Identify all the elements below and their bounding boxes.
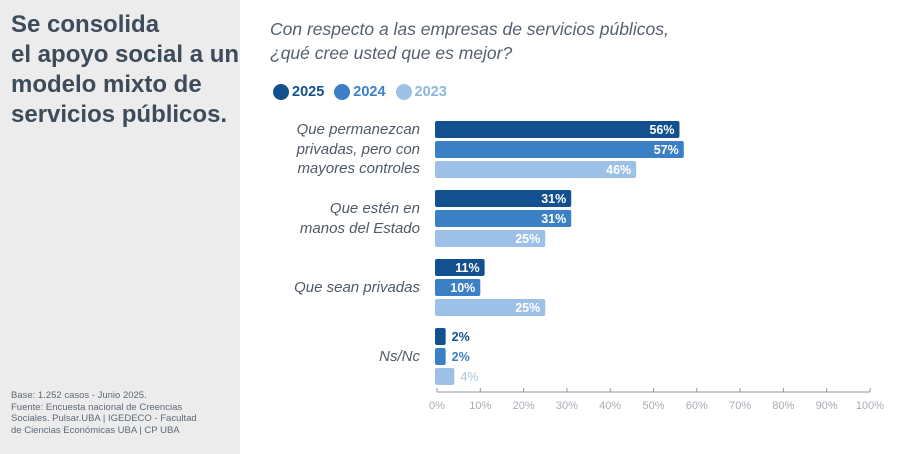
bar-2023 <box>435 161 637 178</box>
source-line: de Ciencias Económicas UBA | CP UBA <box>11 424 180 436</box>
data-label: 25% <box>515 301 540 315</box>
bar-2024 <box>435 279 481 296</box>
x-tick-label: 80% <box>772 400 794 412</box>
data-label: 11% <box>455 261 479 275</box>
category-label: Que permanezcan privadas, pero con mayores… <box>297 120 420 179</box>
data-label: 46% <box>606 163 631 177</box>
bar-2025 <box>435 121 680 138</box>
data-label: 10% <box>450 281 475 295</box>
data-label: 2% <box>452 330 470 344</box>
left-panel: Se consolida el apoyo social a un modelo… <box>0 0 240 454</box>
legend-item-2024: 2024 <box>334 84 386 100</box>
category-label: Que estén en manos del Estado <box>300 199 420 238</box>
x-tick-label: 20% <box>513 400 535 412</box>
bar-2025 <box>435 328 446 345</box>
source-line: Base: 1.252 casos - Junio 2025. <box>11 390 147 401</box>
category-label-line: manos del Estado <box>299 219 420 237</box>
bar-2023 <box>435 299 546 316</box>
bar-2023 <box>435 368 455 385</box>
x-tick-label: 60% <box>686 400 708 412</box>
category-label-line: mayores controles <box>297 160 420 178</box>
category-label: Que sean privadas <box>294 278 420 298</box>
chart-title-line: Con respecto a las empresas de servicios… <box>270 19 669 39</box>
legend-item-2025: 2025 <box>273 84 324 100</box>
x-tick-label: 90% <box>816 400 838 412</box>
category-label-line: Ns/Nc <box>379 347 420 365</box>
category-label-line: Que permanezcan <box>296 121 420 139</box>
bar-2023 <box>435 230 546 247</box>
x-tick-label: 100% <box>856 400 884 412</box>
x-tick-label: 70% <box>729 400 751 412</box>
headline-line: servicios públicos. <box>11 101 228 128</box>
data-label: 25% <box>515 232 540 246</box>
data-label: 31% <box>541 192 566 206</box>
data-label: 4% <box>460 370 478 384</box>
chart-title: Con respecto a las empresas de servicios… <box>270 17 669 65</box>
bar-2025 <box>435 259 485 276</box>
source-line: Sociales. Pulsar.UBA | IGEDECO - Faculta… <box>11 413 197 424</box>
legend-dot-icon <box>395 84 412 100</box>
legend-dot-icon <box>334 84 351 100</box>
legend-label: 2024 <box>353 84 386 100</box>
x-tick-label: 40% <box>599 400 621 412</box>
headline-line: modelo mixto de <box>11 71 202 98</box>
headline-line: Se consolida <box>11 11 160 38</box>
category-label-line: privadas, pero con <box>296 140 420 158</box>
source-note: Base: 1.252 casos - Junio 2025. Fuente: … <box>11 390 236 436</box>
data-label: 57% <box>654 143 679 157</box>
data-label: 56% <box>649 123 674 137</box>
legend: 2025 2024 2023 <box>273 84 457 100</box>
data-label: 2% <box>452 350 470 364</box>
x-tick-label: 0% <box>429 400 445 412</box>
source-line: Fuente: Encuesta nacional de Creencias <box>11 401 183 413</box>
category-label-line: Que estén en <box>329 200 420 217</box>
data-label: 31% <box>541 212 566 226</box>
bar-2024 <box>435 141 684 158</box>
x-tick-label: 30% <box>556 400 578 412</box>
legend-label: 2023 <box>414 84 447 100</box>
bar-2024 <box>435 348 446 365</box>
x-tick-label: 10% <box>469 400 491 412</box>
headline: Se consolida el apoyo social a un modelo… <box>11 10 240 130</box>
legend-dot-icon <box>273 84 289 100</box>
headline-line: el apoyo social a un <box>11 41 240 68</box>
legend-label: 2025 <box>292 84 325 100</box>
legend-item-2023: 2023 <box>395 84 447 100</box>
category-label-line: Que sean privadas <box>294 278 420 296</box>
bar-2025 <box>435 190 572 207</box>
bar-2024 <box>435 210 572 227</box>
chart-title-line: ¿qué cree usted que es mejor? <box>270 43 513 63</box>
x-tick-label: 50% <box>642 400 664 412</box>
category-label: Ns/Nc <box>379 347 420 367</box>
